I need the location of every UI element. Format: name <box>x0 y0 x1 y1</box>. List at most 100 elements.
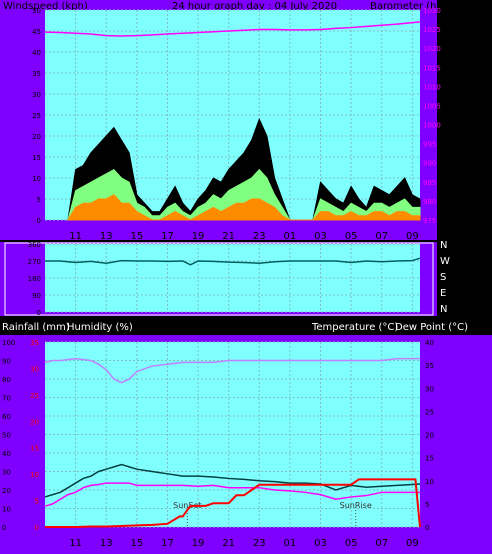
baro-tick-label: 1015 <box>423 64 441 72</box>
sun-marker-label: SunRise <box>340 501 372 510</box>
wind-x-tick-label: 05 <box>345 231 358 242</box>
wind-x-tick-label: 21 <box>222 231 235 242</box>
rain-tick-label: 5 <box>35 498 39 506</box>
temperature-line <box>44 463 421 498</box>
wind-x-tick-label: 23 <box>253 231 266 242</box>
temperature-x-tick-label: 15 <box>130 538 143 549</box>
humidity-tick-label: 50 <box>2 432 11 440</box>
rain-axis-title: Rainfall (mm) <box>2 322 70 333</box>
direction-category-label: W <box>440 256 450 267</box>
temperature-tick-label: 20 <box>425 432 434 440</box>
temperature-tick-label: 15 <box>425 455 434 463</box>
wind-low-area <box>67 194 421 221</box>
rain-tick-label: 15 <box>30 445 39 453</box>
humidity-tick-label: 100 <box>2 339 15 347</box>
wind-x-tick-label: 17 <box>161 231 174 242</box>
chart-title: 24 hour graph day : 04 July 2020 <box>172 1 337 12</box>
wind-x-tick-label: 15 <box>130 231 143 242</box>
wind-tick-label: 15 <box>32 154 41 162</box>
temperature-x-tick-label: 01 <box>284 538 297 549</box>
barometer-line <box>44 21 421 37</box>
wind-gust-area <box>67 117 421 221</box>
temperature-x-tick-label: 07 <box>375 538 388 549</box>
wind-tick-label: 40 <box>32 49 41 57</box>
temperature-tick-label: 30 <box>425 385 434 393</box>
temperature-x-tick-label: 05 <box>345 538 358 549</box>
rainfall-line <box>45 478 421 528</box>
direction-category-label: E <box>440 288 446 299</box>
temperature-x-tick-label: 11 <box>69 538 82 549</box>
humidity-tick-label: 30 <box>2 469 11 477</box>
baro-tick-label: 1010 <box>423 83 441 91</box>
baro-tick-label: 1030 <box>423 7 441 15</box>
humidity-tick-label: 20 <box>2 487 11 495</box>
temperature-tick-label: 35 <box>425 362 434 370</box>
baro-axis-title: Barometer (hpa) <box>370 1 453 12</box>
direction-line <box>45 257 421 266</box>
humidity-tick-label: 80 <box>2 376 11 384</box>
wind-tick-label: 0 <box>37 217 41 225</box>
temperature-x-tick-label: 21 <box>222 538 235 549</box>
wind-tick-label: 50 <box>32 7 41 15</box>
temperature-x-tick-label: 17 <box>161 538 174 549</box>
temperature-tick-label: 5 <box>425 501 429 509</box>
baro-tick-label: 990 <box>423 160 436 168</box>
humidity-tick-label: 60 <box>2 413 11 421</box>
wind-axis-title: Windspeed (kph) <box>3 1 88 12</box>
humidity-line <box>44 357 420 384</box>
direction-tick-label: 180 <box>28 275 41 283</box>
direction-category-label: N <box>440 240 447 251</box>
rain-tick-label: 35 <box>30 339 39 347</box>
direction-tick-label: 270 <box>28 258 41 266</box>
humidity-axis-title: Humidity (%) <box>67 322 133 333</box>
wind-x-tick-label: 01 <box>284 231 297 242</box>
direction-category-label: N <box>440 304 447 315</box>
wind-tick-label: 5 <box>37 196 41 204</box>
temperature-tick-label: 25 <box>425 408 434 416</box>
temperature-tick-label: 10 <box>425 478 434 486</box>
temperature-tick-label: 0 <box>425 524 429 532</box>
wind-tick-label: 35 <box>32 70 41 78</box>
wind-x-tick-label: 19 <box>192 231 205 242</box>
humidity-tick-label: 70 <box>2 395 11 403</box>
rain-tick-label: 10 <box>30 471 39 479</box>
temperature-x-tick-label: 13 <box>100 538 113 549</box>
dewpoint-axis-title: Dew Point (°C) <box>395 322 468 333</box>
wind-x-tick-label: 07 <box>375 231 388 242</box>
humidity-tick-label: 40 <box>2 450 11 458</box>
temperature-tick-label: 40 <box>425 339 434 347</box>
wind-x-tick-label: 03 <box>314 231 327 242</box>
sun-marker-label: SunSet <box>173 501 201 510</box>
temperature-x-tick-label: 09 <box>406 538 419 549</box>
baro-tick-label: 985 <box>423 179 436 187</box>
rain-tick-label: 30 <box>30 365 39 373</box>
direction-tick-label: 0 <box>37 309 41 317</box>
baro-tick-label: 995 <box>423 141 436 149</box>
wind-x-tick-label: 13 <box>100 231 113 242</box>
temperature-axis-title: Temperature (°C) <box>311 322 398 333</box>
direction-tick-label: 360 <box>28 241 41 249</box>
baro-tick-label: 1005 <box>423 102 441 110</box>
wind-x-tick-label: 11 <box>69 231 82 242</box>
wind-average-area <box>67 168 421 221</box>
humidity-tick-label: 0 <box>2 524 6 532</box>
rain-tick-label: 20 <box>30 418 39 426</box>
wind-tick-label: 45 <box>32 28 41 36</box>
temperature-x-tick-label: 19 <box>192 538 205 549</box>
wind-tick-label: 20 <box>32 133 41 141</box>
direction-category-label: S <box>440 272 446 283</box>
rain-tick-label: 25 <box>30 392 39 400</box>
wind-x-tick-label: 09 <box>406 231 419 242</box>
temperature-x-tick-label: 03 <box>314 538 327 549</box>
direction-panel-border <box>4 242 434 316</box>
wind-tick-label: 10 <box>32 175 41 183</box>
rain-tick-label: 0 <box>35 524 39 532</box>
wind-tick-label: 30 <box>32 91 41 99</box>
humidity-tick-label: 90 <box>2 358 11 366</box>
temperature-x-tick-label: 23 <box>253 538 266 549</box>
wind-tick-label: 25 <box>32 112 41 120</box>
baro-tick-label: 1025 <box>423 26 441 34</box>
baro-tick-label: 975 <box>423 217 436 225</box>
